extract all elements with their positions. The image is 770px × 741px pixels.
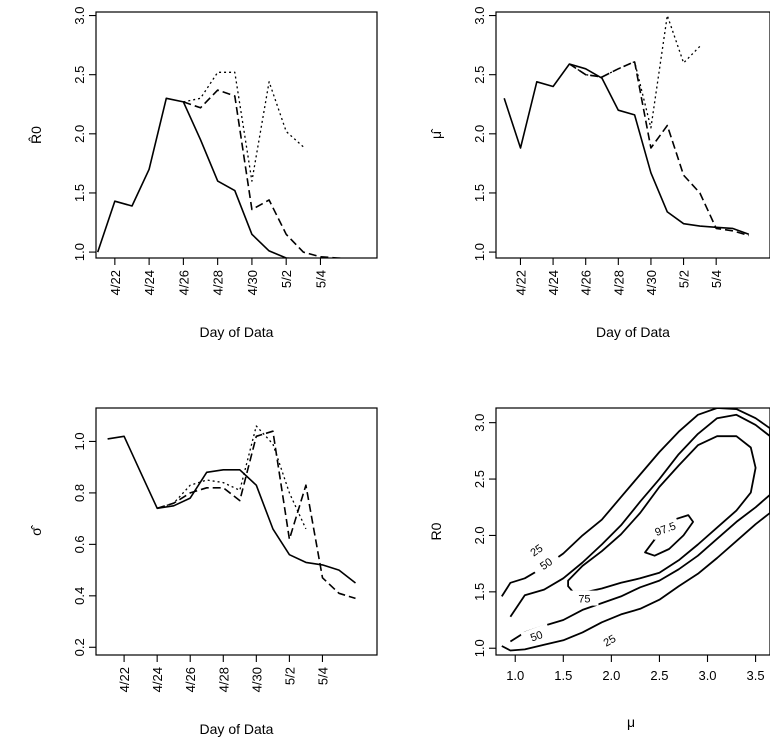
- x-axis-title: μ: [627, 714, 635, 730]
- x-tick-label: 4/30: [644, 270, 659, 295]
- y-axis-title: μ̂: [428, 128, 444, 139]
- x-tick-label: 2.0: [602, 668, 620, 683]
- contour-level-25: [501, 408, 770, 652]
- y-tick-label: 1.5: [72, 184, 87, 202]
- x-tick-label: 4/22: [513, 270, 528, 295]
- y-tick-label: 0.6: [72, 535, 87, 553]
- x-axis-title: Day of Data: [200, 721, 274, 737]
- plot-frame: [95, 407, 378, 656]
- x-axis-title: Day of Data: [200, 324, 274, 340]
- x-tick-label: 4/22: [117, 667, 132, 692]
- contour-label: 25: [528, 543, 545, 560]
- y-tick-label: 1.5: [472, 583, 487, 601]
- x-tick-label: 4/26: [579, 270, 594, 295]
- plot-frame: [495, 11, 770, 259]
- contour-label-bg: [529, 549, 562, 578]
- contour-label: 97.5: [653, 520, 677, 539]
- x-tick-label: 5/4: [709, 270, 724, 288]
- plot-frame: [95, 11, 378, 259]
- y-tick-label: 2.0: [472, 526, 487, 544]
- y-tick-label: 0.2: [72, 638, 87, 656]
- panel-bottom-right: 1.0 1.5 2.0 2.5 3.0 1.0 1.5 2.0 2.5 3.0 3.5 μ R0 25 25…: [428, 407, 770, 730]
- x-axis-title: Day of Data: [596, 324, 670, 340]
- x-tick-label: 4/26: [183, 667, 198, 692]
- x-tick-label: 4/28: [216, 667, 231, 692]
- y-tick-label: 0.8: [72, 484, 87, 502]
- y-tick-label: 0.4: [72, 587, 87, 605]
- series-line-solid: [503, 63, 750, 236]
- y-tick-label: 2.5: [72, 66, 87, 84]
- contour-level-50: [509, 413, 770, 643]
- y-axis-title: σ̂: [28, 524, 44, 536]
- plot-frame: [495, 407, 770, 656]
- series-line-dotted: [157, 425, 307, 530]
- series-line-dashed: [156, 430, 356, 600]
- y-axis-title: R0: [428, 522, 444, 540]
- contour-label: 75: [578, 594, 590, 606]
- x-tick-label: 4/24: [142, 270, 157, 295]
- x-tick-label: 5/2: [282, 667, 297, 685]
- series-line-dotted: [569, 14, 701, 129]
- x-tick-label: 4/22: [108, 270, 123, 295]
- x-tick-label: 5/4: [315, 667, 330, 685]
- x-tick-label: 4/30: [249, 667, 264, 692]
- plot-area: [107, 425, 356, 600]
- y-tick-label: 2.0: [72, 125, 87, 143]
- x-tick-label: 5/2: [677, 270, 692, 288]
- y-tick-label: 2.0: [472, 125, 487, 143]
- x-tick-label: 5/2: [279, 270, 294, 288]
- series-line-solid: [96, 97, 298, 258]
- y-tick-label: 1.0: [72, 243, 87, 261]
- y-tick-label: 1.0: [472, 243, 487, 261]
- panel-bottom-left: 0.2 0.4 0.6 0.8 1.0 4/22 4/24 4/26 4/28 4/30 5/2 5/…: [28, 407, 378, 737]
- x-tick-label: 5/4: [313, 270, 328, 288]
- x-tick-label: 3.5: [747, 668, 765, 683]
- series-line-dashed: [568, 60, 750, 237]
- panel-top-right: 1.0 1.5 2.0 2.5 3.0 4/22 4/24 4/26 4/28 4/30 5/2 5/…: [428, 7, 770, 340]
- contour-label-bg: [520, 535, 552, 564]
- contour-level-75: [567, 435, 757, 593]
- y-tick-label: 3.0: [72, 7, 87, 25]
- x-tick-label: 4/28: [611, 270, 626, 295]
- contour-label: 50: [529, 629, 545, 644]
- x-tick-label: 3.0: [698, 668, 716, 683]
- x-tick-label: 4/24: [546, 270, 561, 295]
- contour-label: 50: [538, 556, 555, 573]
- contour-label-bg: [593, 626, 626, 654]
- plot-area: [96, 71, 350, 258]
- series-line-dashed: [183, 89, 350, 258]
- series-line-dotted: [183, 71, 304, 182]
- plot-area: [503, 14, 750, 237]
- y-tick-label: 1.5: [472, 184, 487, 202]
- x-tick-label: 4/26: [176, 270, 191, 295]
- x-tick-label: 1.0: [506, 668, 524, 683]
- panel-top-left: 1.0 1.5 2.0 2.5 3.0 4/22 4/24 4/26 4/28 4/30 5/2 5/…: [28, 7, 378, 340]
- contour-label: 25: [602, 633, 619, 650]
- contour-label-bg: [570, 590, 599, 606]
- y-axis-title: R̂0: [28, 126, 44, 144]
- y-tick-label: 3.0: [472, 414, 487, 432]
- y-tick-label: 1.0: [472, 639, 487, 657]
- x-tick-label: 4/24: [150, 667, 165, 692]
- x-tick-label: 2.5: [650, 668, 668, 683]
- y-tick-label: 2.5: [472, 66, 487, 84]
- contour-label-bg: [649, 516, 681, 541]
- y-tick-label: 2.5: [472, 470, 487, 488]
- series-line-solid: [107, 435, 356, 584]
- x-tick-label: 1.5: [554, 668, 572, 683]
- contour-label-bg: [520, 623, 552, 648]
- x-tick-label: 4/30: [245, 270, 260, 295]
- x-tick-label: 4/28: [211, 270, 226, 295]
- y-tick-label: 1.0: [72, 432, 87, 450]
- y-tick-label: 3.0: [472, 7, 487, 25]
